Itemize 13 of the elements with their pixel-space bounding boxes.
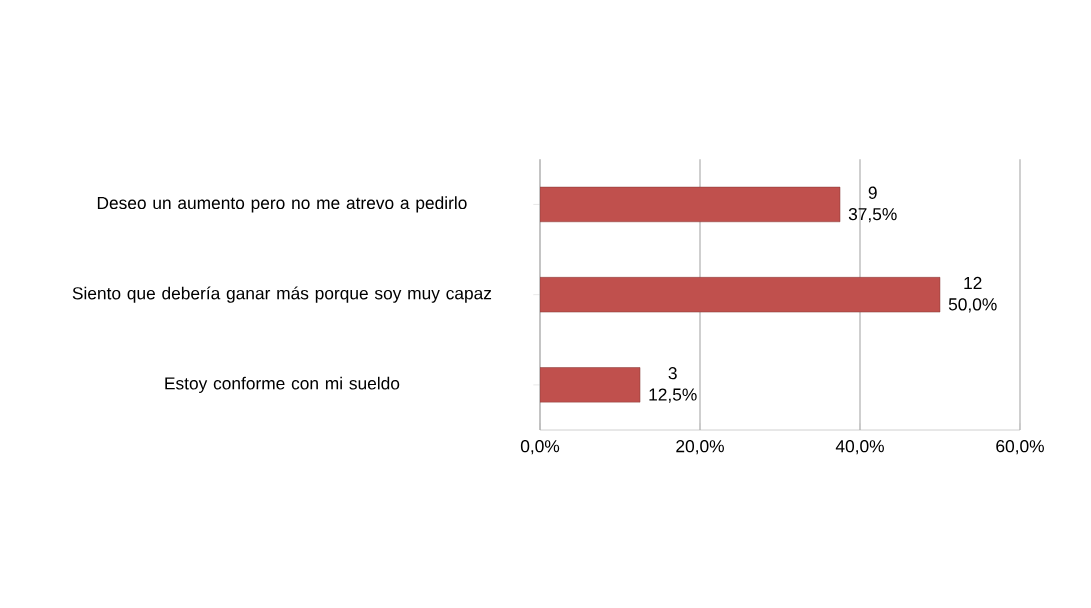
x-tick-label: 40,0% [835,440,884,455]
x-tick-label: 0,0% [520,440,560,455]
bar [540,277,941,313]
x-tick-label: 20,0% [676,440,724,455]
data-label: 9 37,5% [848,186,897,223]
y-tick-label: Deseo un aumento pero no me atrevo a pedirlo [97,196,467,213]
data-label: 3 12,5% [649,367,697,403]
bar [540,186,841,223]
data-label: 12 50,0% [948,276,997,313]
y-tick-label: Estoy conforme con mi sueldo [165,376,400,393]
y-tick-label: Siento que debería ganar más porque soy muy capaz [72,286,492,303]
x-tick-label: 60,0% [996,440,1044,455]
bar [540,367,641,403]
